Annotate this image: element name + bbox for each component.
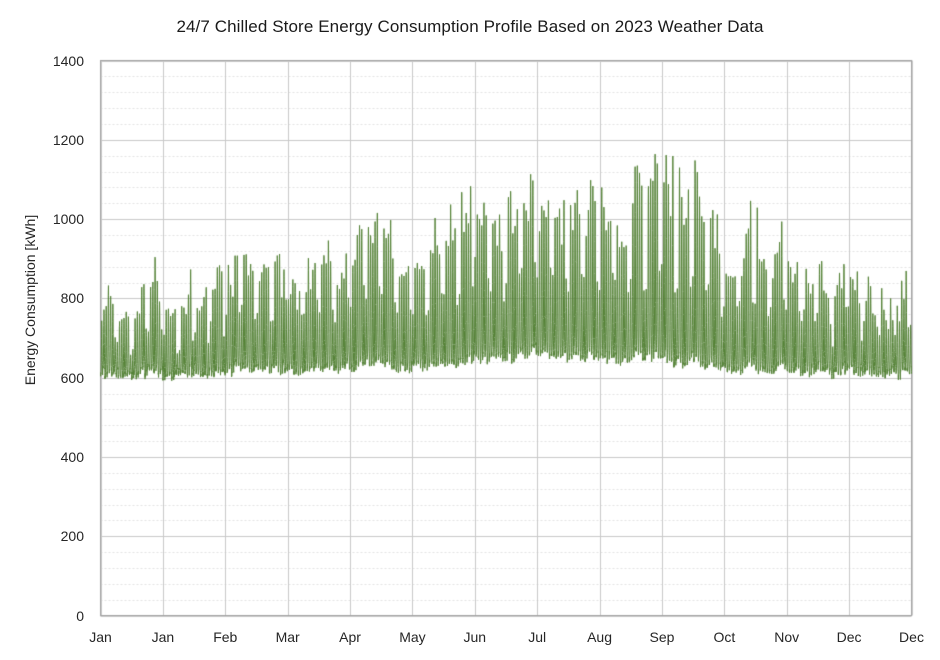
- x-tick-label: Mar: [275, 629, 300, 645]
- y-tick-label: 600: [60, 369, 84, 386]
- chart-title: 24/7 Chilled Store Energy Consumption Pr…: [176, 17, 764, 36]
- x-tick-label: Aug: [587, 629, 613, 645]
- x-tick-label: Jul: [528, 629, 547, 645]
- y-tick-label: 1400: [52, 52, 84, 69]
- x-tick-label: Sep: [649, 629, 675, 645]
- x-tick-label: Dec: [836, 629, 862, 645]
- x-tick-label: Apr: [339, 629, 361, 645]
- y-tick-label: 0: [76, 607, 84, 624]
- x-tick-label: Nov: [774, 629, 800, 645]
- y-tick-label: 800: [60, 290, 84, 307]
- x-tick-label: Dec: [899, 629, 924, 645]
- x-tick-label: Oct: [713, 629, 736, 645]
- x-tick-label: Jan: [151, 629, 175, 645]
- y-tick-label: 200: [60, 528, 84, 545]
- x-tick-label: Jun: [463, 629, 487, 645]
- y-tick-label: 1000: [52, 211, 84, 228]
- x-tick-label: Feb: [213, 629, 238, 645]
- x-tick-label: May: [399, 629, 426, 645]
- y-tick-label: 400: [60, 448, 84, 465]
- x-tick-label: Jan: [89, 629, 112, 645]
- y-tick-label: 1200: [52, 131, 84, 148]
